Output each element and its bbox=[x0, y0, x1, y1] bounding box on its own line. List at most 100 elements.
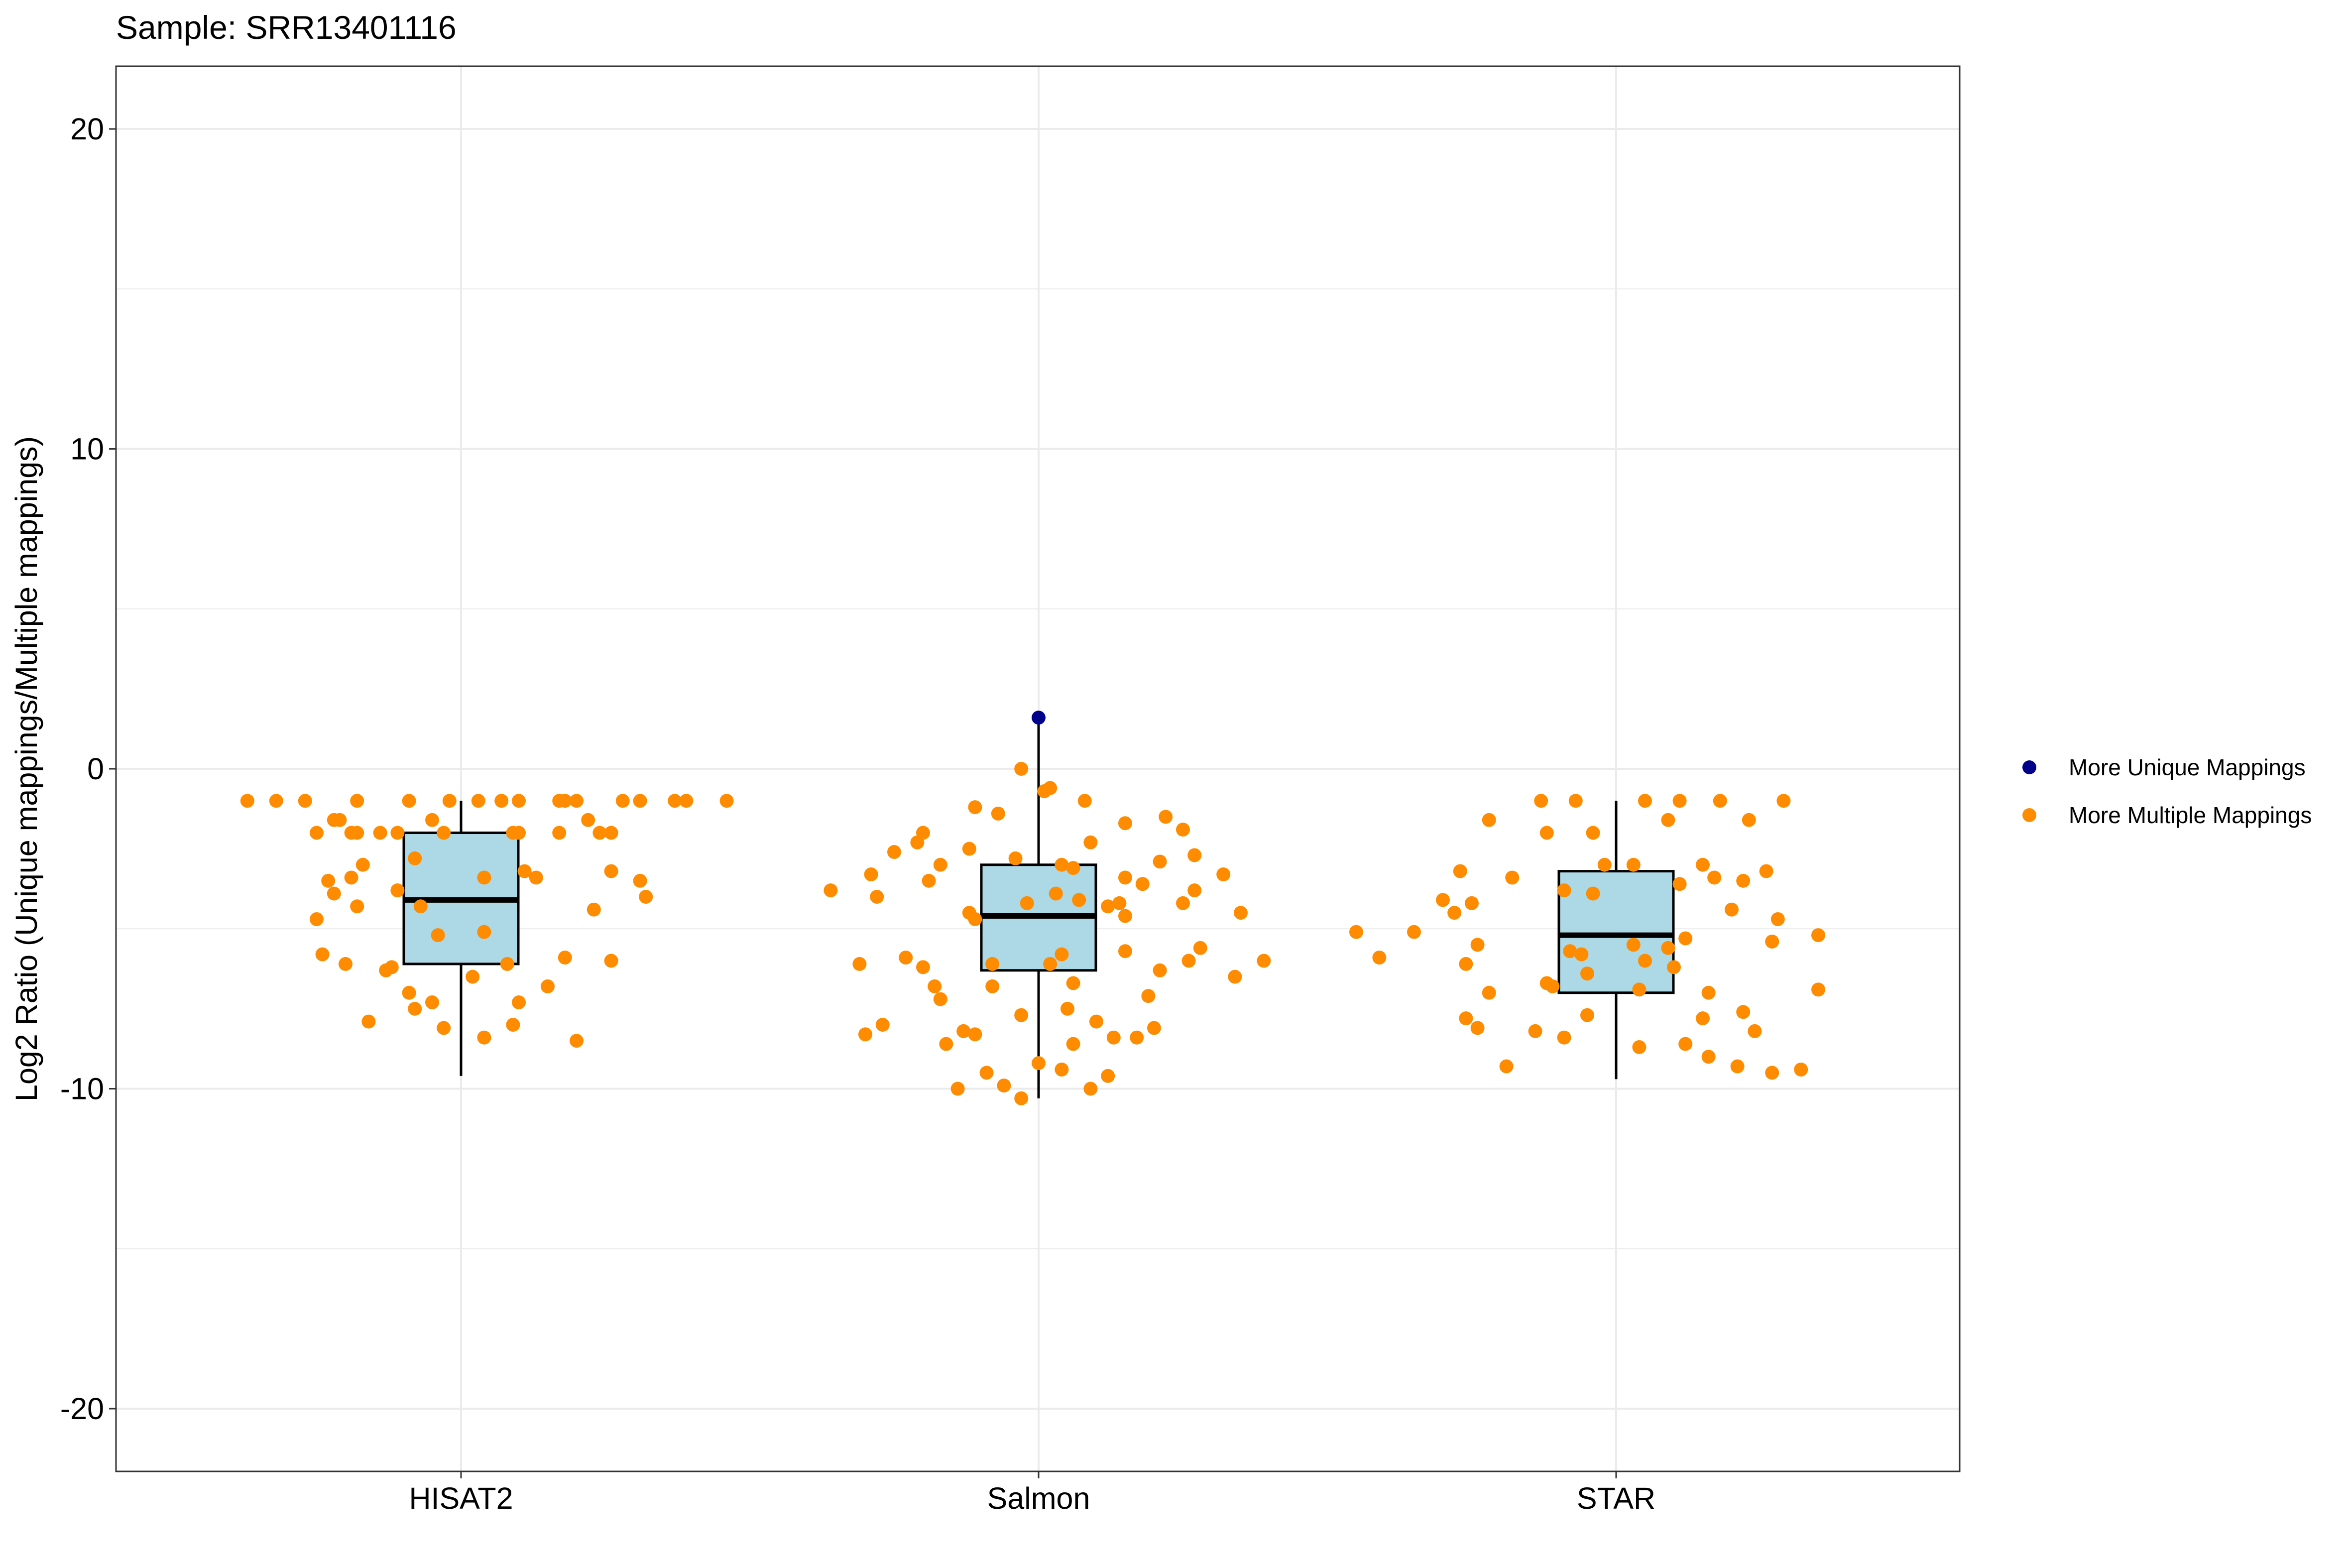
data-point bbox=[899, 951, 913, 965]
data-point bbox=[390, 883, 405, 898]
data-point bbox=[1707, 870, 1722, 885]
data-point bbox=[1696, 1011, 1710, 1026]
data-point bbox=[1632, 1040, 1646, 1054]
axis-ticks: 20 10 0 -10 -20 HISAT2 Salmon STAR bbox=[60, 112, 1655, 1515]
data-point bbox=[823, 883, 838, 898]
data-point bbox=[968, 1027, 982, 1042]
data-point bbox=[1667, 960, 1681, 974]
data-point bbox=[1372, 951, 1387, 965]
data-point bbox=[477, 1030, 491, 1045]
data-point bbox=[1176, 896, 1190, 910]
legend: More Unique Mappings More Multiple Mappin… bbox=[2022, 754, 2312, 828]
data-point bbox=[864, 867, 878, 882]
data-point bbox=[1528, 1024, 1542, 1038]
data-point bbox=[1794, 1062, 1808, 1077]
data-point bbox=[1638, 794, 1652, 808]
data-point bbox=[437, 826, 451, 840]
data-point bbox=[1153, 963, 1167, 977]
data-point bbox=[344, 870, 358, 885]
data-point bbox=[512, 794, 526, 808]
data-point bbox=[985, 957, 1000, 971]
data-point bbox=[1568, 794, 1583, 808]
data-point bbox=[1748, 1024, 1762, 1038]
data-point bbox=[570, 794, 584, 808]
data-point bbox=[1499, 1059, 1514, 1074]
data-point bbox=[1586, 826, 1600, 840]
data-point bbox=[968, 912, 982, 926]
data-point bbox=[494, 794, 509, 808]
data-point bbox=[1112, 896, 1127, 910]
data-point bbox=[558, 951, 572, 965]
data-point bbox=[956, 1024, 971, 1038]
data-point bbox=[922, 873, 936, 888]
data-point bbox=[402, 794, 416, 808]
data-point bbox=[1574, 947, 1589, 962]
data-point bbox=[1257, 954, 1271, 968]
data-point bbox=[310, 826, 324, 840]
data-point bbox=[991, 806, 1005, 821]
data-point bbox=[1060, 1001, 1074, 1016]
data-point bbox=[1014, 1091, 1029, 1105]
data-point bbox=[408, 1001, 422, 1016]
data-point bbox=[604, 954, 618, 968]
data-point bbox=[1066, 1037, 1080, 1051]
data-point bbox=[425, 813, 439, 827]
data-point bbox=[1049, 886, 1063, 901]
data-point bbox=[1580, 966, 1594, 981]
data-point bbox=[1759, 864, 1773, 878]
data-point bbox=[1228, 969, 1242, 984]
data-point bbox=[604, 826, 618, 840]
data-point bbox=[1083, 835, 1098, 849]
data-point bbox=[1118, 909, 1132, 923]
data-point bbox=[437, 1021, 451, 1035]
data-point bbox=[870, 890, 884, 904]
data-point bbox=[968, 800, 982, 815]
data-point bbox=[350, 826, 364, 840]
data-point bbox=[477, 870, 491, 885]
data-point bbox=[592, 826, 607, 840]
data-point bbox=[985, 979, 1000, 993]
data-point bbox=[425, 995, 439, 1010]
data-point bbox=[1106, 1030, 1121, 1045]
data-point bbox=[1736, 1005, 1751, 1019]
data-point bbox=[310, 912, 324, 926]
y-tick-label: -20 bbox=[60, 1392, 104, 1426]
data-point bbox=[350, 794, 364, 808]
data-point bbox=[466, 969, 480, 984]
data-point bbox=[979, 1066, 994, 1080]
data-point bbox=[933, 857, 947, 872]
data-point bbox=[269, 794, 283, 808]
data-point bbox=[1193, 941, 1207, 955]
legend-key bbox=[2022, 808, 2036, 822]
data-point bbox=[1118, 870, 1132, 885]
data-point bbox=[1008, 851, 1023, 865]
data-point bbox=[639, 890, 653, 904]
x-tick-label: STAR bbox=[1577, 1481, 1655, 1515]
data-point bbox=[333, 813, 347, 827]
data-point bbox=[1436, 893, 1450, 907]
data-point bbox=[1118, 816, 1132, 831]
data-point bbox=[633, 794, 647, 808]
data-point bbox=[1072, 893, 1086, 907]
data-point bbox=[1459, 1011, 1473, 1026]
data-point bbox=[1776, 794, 1791, 808]
data-point bbox=[390, 826, 405, 840]
data-point bbox=[581, 813, 595, 827]
data-point bbox=[1661, 941, 1675, 955]
data-point bbox=[852, 957, 867, 971]
data-point bbox=[1216, 867, 1231, 882]
data-point bbox=[1032, 1056, 1046, 1071]
data-point bbox=[1632, 982, 1646, 997]
y-axis-title: Log2 Ratio (Unique mappings/Multiple map… bbox=[9, 436, 43, 1101]
data-point bbox=[1770, 912, 1785, 926]
data-point bbox=[668, 794, 682, 808]
data-point bbox=[1118, 944, 1132, 959]
data-point bbox=[950, 1082, 965, 1096]
legend-key bbox=[2022, 760, 2036, 774]
data-point bbox=[442, 794, 457, 808]
data-point bbox=[1055, 857, 1069, 872]
data-point bbox=[1678, 931, 1693, 946]
data-point bbox=[1713, 794, 1727, 808]
data-point bbox=[1580, 1008, 1594, 1022]
data-point bbox=[1066, 861, 1080, 875]
